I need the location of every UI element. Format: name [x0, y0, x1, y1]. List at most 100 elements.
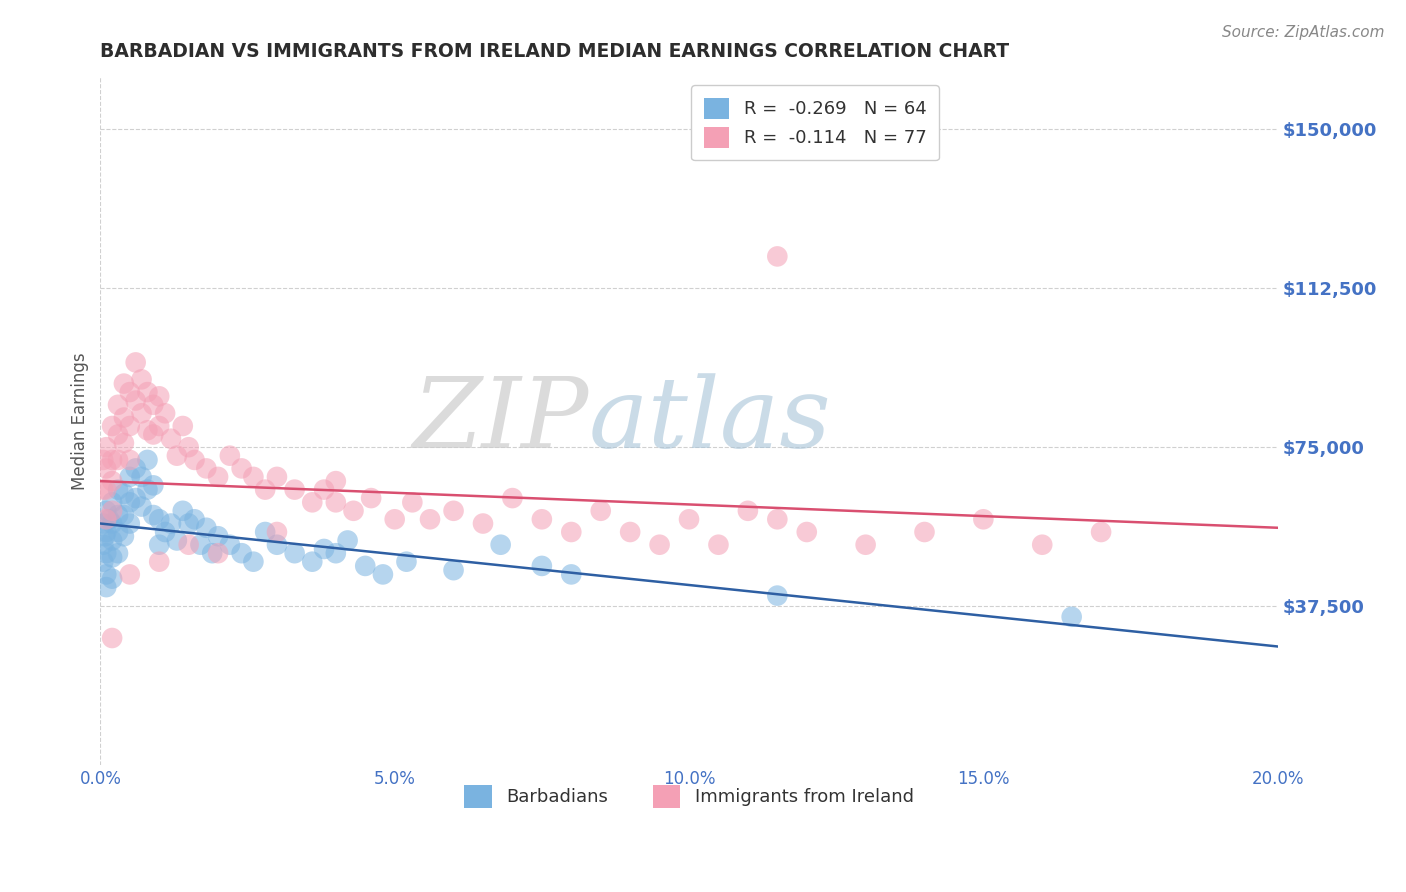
Point — [148, 512, 170, 526]
Point — [172, 504, 194, 518]
Point — [124, 491, 146, 505]
Point — [124, 393, 146, 408]
Point — [91, 538, 114, 552]
Point — [101, 474, 124, 488]
Point — [101, 419, 124, 434]
Point — [325, 495, 347, 509]
Point — [112, 436, 135, 450]
Point — [118, 453, 141, 467]
Point — [148, 419, 170, 434]
Point — [266, 538, 288, 552]
Point — [118, 470, 141, 484]
Point — [855, 538, 877, 552]
Point — [207, 529, 229, 543]
Point — [796, 524, 818, 539]
Point — [112, 410, 135, 425]
Point — [136, 483, 159, 497]
Point — [124, 355, 146, 369]
Point — [530, 558, 553, 573]
Point — [107, 524, 129, 539]
Point — [707, 538, 730, 552]
Legend: Barbadians, Immigrants from Ireland: Barbadians, Immigrants from Ireland — [457, 779, 921, 814]
Point — [124, 461, 146, 475]
Point — [384, 512, 406, 526]
Point — [136, 385, 159, 400]
Point — [195, 521, 218, 535]
Point — [166, 449, 188, 463]
Point — [101, 504, 124, 518]
Point — [301, 555, 323, 569]
Point — [254, 483, 277, 497]
Point — [118, 385, 141, 400]
Point — [101, 495, 124, 509]
Point — [336, 533, 359, 548]
Point — [560, 567, 582, 582]
Point — [312, 483, 335, 497]
Text: BARBADIAN VS IMMIGRANTS FROM IRELAND MEDIAN EARNINGS CORRELATION CHART: BARBADIAN VS IMMIGRANTS FROM IRELAND MED… — [100, 42, 1010, 61]
Point — [101, 631, 124, 645]
Point — [131, 470, 153, 484]
Point — [766, 249, 789, 263]
Point — [354, 558, 377, 573]
Point — [98, 512, 121, 526]
Point — [136, 453, 159, 467]
Point — [371, 567, 394, 582]
Point — [177, 440, 200, 454]
Point — [142, 478, 165, 492]
Point — [619, 524, 641, 539]
Y-axis label: Median Earnings: Median Earnings — [72, 351, 89, 490]
Point — [91, 516, 114, 531]
Point — [231, 461, 253, 475]
Point — [1060, 609, 1083, 624]
Point — [166, 533, 188, 548]
Point — [360, 491, 382, 505]
Point — [96, 524, 118, 539]
Point — [142, 427, 165, 442]
Text: ZIP: ZIP — [413, 373, 589, 468]
Point — [342, 504, 364, 518]
Point — [112, 529, 135, 543]
Point — [914, 524, 936, 539]
Point — [153, 524, 176, 539]
Point — [96, 546, 118, 560]
Point — [737, 504, 759, 518]
Point — [443, 563, 465, 577]
Point — [242, 555, 264, 569]
Point — [183, 453, 205, 467]
Point — [148, 555, 170, 569]
Point — [678, 512, 700, 526]
Point — [325, 546, 347, 560]
Point — [419, 512, 441, 526]
Point — [142, 508, 165, 522]
Point — [96, 483, 118, 497]
Point — [160, 432, 183, 446]
Point — [177, 516, 200, 531]
Point — [325, 474, 347, 488]
Point — [118, 495, 141, 509]
Point — [472, 516, 495, 531]
Point — [160, 516, 183, 531]
Point — [96, 567, 118, 582]
Point — [118, 516, 141, 531]
Point — [972, 512, 994, 526]
Point — [153, 406, 176, 420]
Point — [107, 483, 129, 497]
Point — [172, 419, 194, 434]
Point — [766, 512, 789, 526]
Point — [101, 550, 124, 565]
Point — [101, 572, 124, 586]
Point — [766, 589, 789, 603]
Point — [254, 524, 277, 539]
Point — [284, 546, 307, 560]
Point — [395, 555, 418, 569]
Point — [648, 538, 671, 552]
Point — [201, 546, 224, 560]
Point — [266, 470, 288, 484]
Point — [401, 495, 423, 509]
Point — [96, 504, 118, 518]
Point — [284, 483, 307, 497]
Point — [530, 512, 553, 526]
Point — [148, 389, 170, 403]
Point — [94, 529, 117, 543]
Point — [231, 546, 253, 560]
